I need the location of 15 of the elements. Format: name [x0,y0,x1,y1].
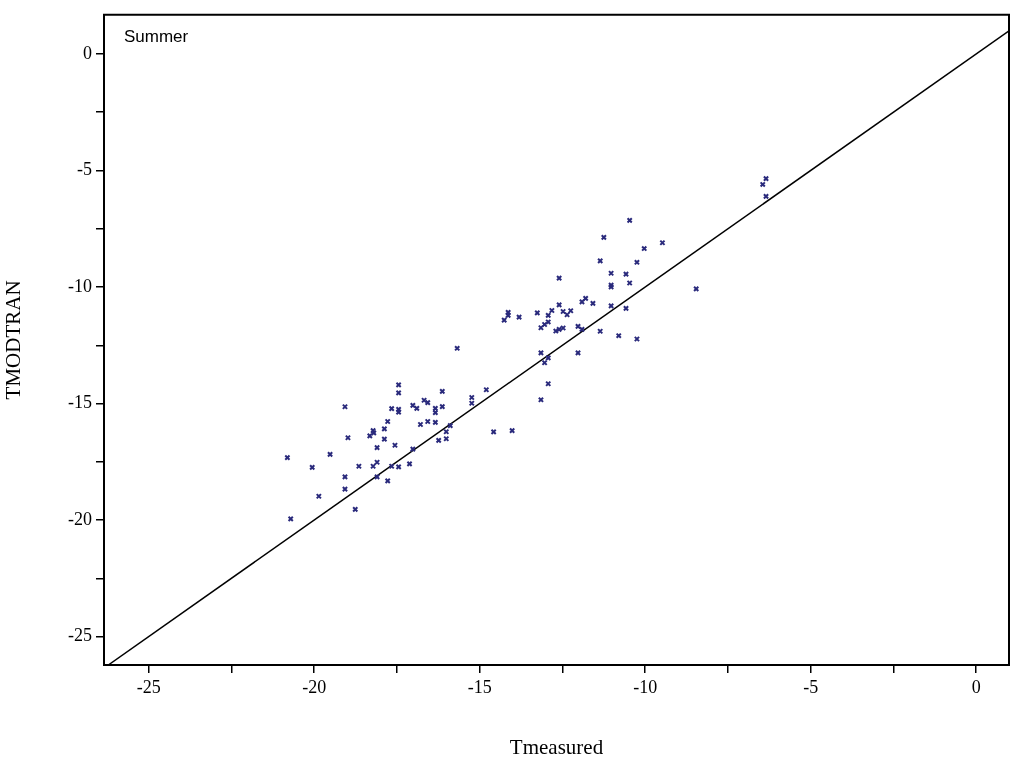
x-axis-title: Tmeasured [509,734,604,759]
x-tick-label: -25 [136,676,161,697]
x-tick-label: -5 [803,676,819,697]
y-tick-label: -10 [68,275,92,296]
y-tick-label: 0 [83,42,92,63]
y-tick-label: -25 [68,625,92,646]
y-axis-title: TMODTRAN [1,280,26,400]
x-tick-label: -10 [633,676,658,697]
x-tick-label: -15 [467,676,492,697]
x-tick-label: 0 [971,676,981,697]
annotation: Summer [124,26,189,46]
x-tick-label: -20 [302,676,327,697]
y-tick-label: -20 [68,508,92,529]
y-tick-label: -5 [77,159,92,180]
y-tick-label: -15 [68,392,92,413]
